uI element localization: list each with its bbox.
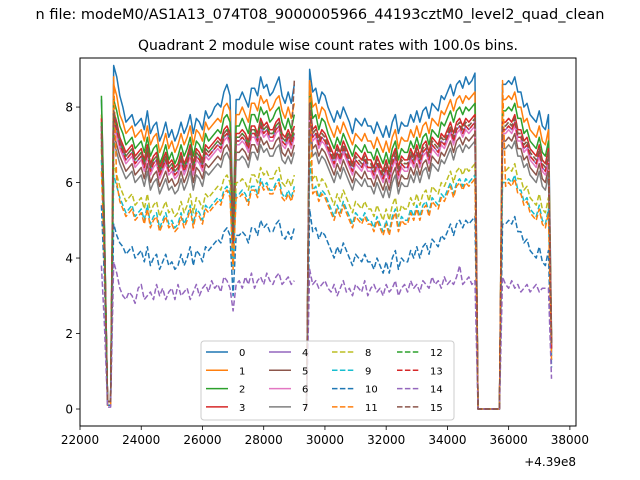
series-6-line-segment-2 — [303, 113, 553, 410]
series-lines — [100, 64, 553, 410]
y-tick-label: 6 — [65, 176, 73, 190]
x-tick-label: 36000 — [490, 433, 528, 447]
x-tick-label: 24000 — [122, 433, 160, 447]
x-tick-label: 34000 — [428, 433, 466, 447]
legend-box — [200, 340, 455, 421]
legend-label-14: 14 — [430, 385, 443, 396]
series-6-line-segment-1 — [100, 125, 296, 403]
legend-label-6: 6 — [302, 385, 308, 396]
series-10-line-segment-1 — [100, 205, 296, 406]
series-15-line-segment-1 — [100, 80, 296, 403]
series-2-line-segment-2 — [303, 91, 553, 410]
legend-label-13: 13 — [430, 366, 443, 377]
legend-label-5: 5 — [302, 366, 308, 377]
series-8-line-segment-1 — [100, 148, 296, 406]
series-11-line-segment-1 — [100, 76, 296, 406]
series-9-line-segment-1 — [100, 159, 296, 406]
y-tick-label: 0 — [65, 403, 73, 417]
x-offset-label: +4.39e8 — [524, 455, 576, 469]
legend-label-11: 11 — [365, 403, 378, 414]
legend-label-8: 8 — [365, 348, 371, 359]
series-0-line-segment-2 — [303, 68, 553, 410]
series-7-line-segment-2 — [303, 128, 553, 410]
figure-suptitle: n file: modeM0/AS1A13_074T08_9000005966_… — [36, 7, 605, 23]
series-11-line-segment-2 — [303, 79, 553, 410]
legend-label-15: 15 — [430, 403, 443, 414]
legend-label-4: 4 — [302, 348, 308, 359]
series-3-line-segment-1 — [100, 110, 296, 403]
x-tick-label: 26000 — [183, 433, 221, 447]
series-10-line-segment-2 — [303, 208, 553, 410]
series-2-line-segment-1 — [100, 95, 296, 403]
series-12-line-segment-1 — [100, 113, 296, 403]
x-tick-label: 22000 — [61, 433, 99, 447]
series-1-line-segment-2 — [303, 79, 553, 410]
y-axis: 0 2 4 6 8 — [65, 101, 80, 417]
x-axis: 22000 24000 26000 28000 30000 32000 34000 36000… — [61, 426, 589, 447]
series-14-line-segment-1 — [100, 261, 295, 408]
series-8-line-segment-2 — [303, 151, 553, 410]
y-tick-label: 2 — [65, 327, 73, 341]
plot-frame — [79, 57, 577, 427]
legend-label-1: 1 — [239, 366, 245, 377]
y-tick-label: 4 — [65, 252, 73, 266]
legend-label-2: 2 — [239, 385, 245, 396]
series-3-line-segment-2 — [303, 102, 553, 410]
legend-label-0: 0 — [239, 348, 245, 359]
series-0-line-segment-1 — [100, 64, 296, 403]
x-tick-label: 32000 — [367, 433, 405, 447]
series-7-line-segment-1 — [100, 140, 296, 403]
series-14-line-segment-2 — [303, 264, 553, 410]
series-5-line-segment-1 — [100, 132, 296, 403]
series-13-line-segment-2 — [303, 110, 553, 410]
legend-label-3: 3 — [239, 403, 245, 414]
series-1-line-segment-1 — [100, 83, 296, 403]
legend-label-9: 9 — [365, 366, 371, 377]
series-9-line-segment-2 — [303, 162, 553, 410]
series-5-line-segment-2 — [303, 121, 553, 410]
series-13-line-segment-1 — [100, 117, 296, 403]
legend-label-10: 10 — [365, 385, 378, 396]
legend-label-7: 7 — [302, 403, 308, 414]
legend-label-12: 12 — [430, 348, 443, 359]
x-tick-label: 28000 — [245, 433, 283, 447]
x-tick-label: 38000 — [551, 433, 589, 447]
series-15-line-segment-2 — [303, 102, 553, 410]
chart-title: Quadrant 2 module wise count rates with … — [138, 38, 518, 54]
y-tick-label: 8 — [65, 101, 73, 115]
x-tick-label: 30000 — [306, 433, 344, 447]
